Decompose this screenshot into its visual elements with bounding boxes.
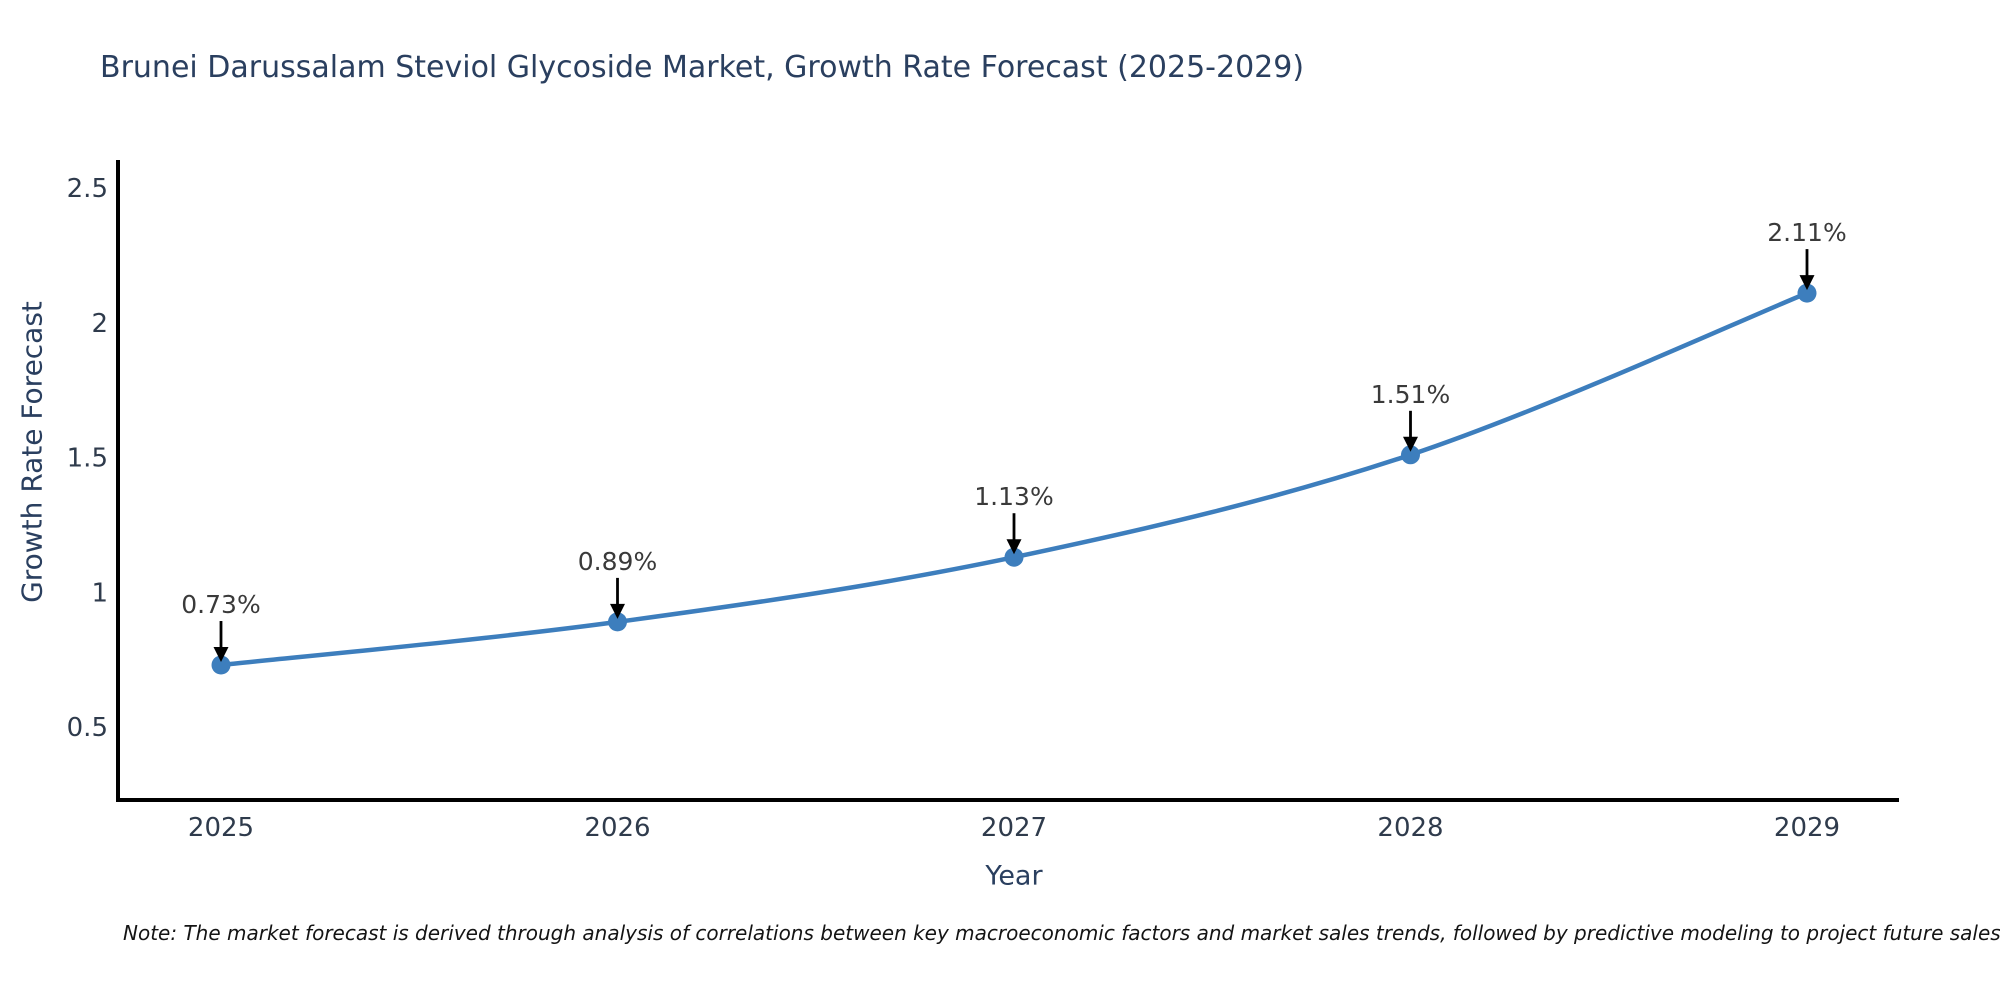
- annotation-label: 1.13%: [974, 482, 1053, 511]
- annotation-arrowhead: [213, 647, 229, 663]
- annotation-arrowhead: [610, 603, 625, 619]
- annotation-arrowhead: [1799, 275, 1815, 291]
- series-line: [218, 290, 1810, 668]
- annotation-arrowhead: [1006, 539, 1022, 555]
- annotation-label: 0.89%: [578, 547, 657, 576]
- data-point-marker: [608, 612, 627, 632]
- x-tick-label: 2026: [584, 813, 650, 843]
- annotation-label: 1.51%: [1371, 380, 1450, 409]
- data-point-marker: [1004, 547, 1024, 567]
- annotation-arrowhead: [1403, 436, 1418, 452]
- y-axis-title: Growth Rate Forecast: [15, 301, 49, 603]
- data-point-marker: [211, 655, 231, 675]
- x-tick-label: 2027: [981, 813, 1047, 843]
- annotation-label: 0.73%: [181, 590, 260, 619]
- y-tick-label: 0.5: [67, 713, 108, 743]
- y-tick-label: 1.5: [67, 444, 108, 474]
- annotation-label: 2.11%: [1767, 218, 1846, 247]
- data-point-marker: [1401, 445, 1420, 465]
- x-axis-title: Year: [985, 860, 1043, 892]
- x-tick-label: 2025: [188, 813, 254, 843]
- chart-title: Brunei Darussalam Steviol Glycoside Mark…: [100, 50, 1305, 85]
- y-tick-label: 2.5: [67, 174, 108, 204]
- data-point-marker: [1797, 283, 1817, 303]
- y-tick-label: 1: [91, 578, 108, 608]
- y-tick-label: 2: [91, 309, 108, 339]
- x-tick-label: 2028: [1377, 813, 1443, 843]
- x-tick-label: 2029: [1774, 813, 1840, 843]
- footnote: Note: The market forecast is derived thr…: [123, 921, 2000, 945]
